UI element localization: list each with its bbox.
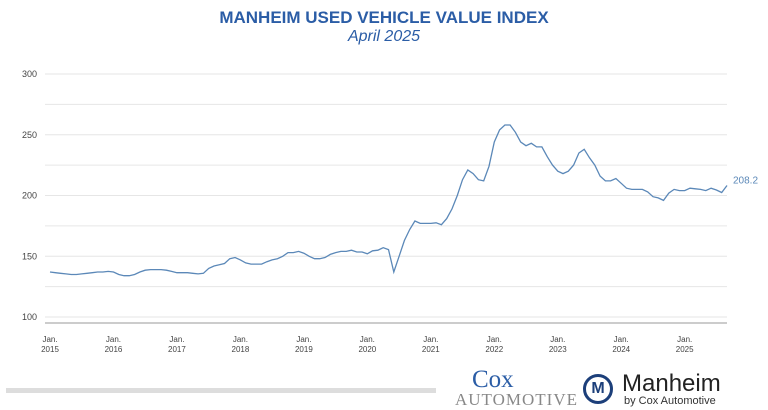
- footer-bar: [6, 388, 436, 393]
- automotive-logo-text: AUTOMOTIVE: [455, 390, 579, 409]
- manheim-byline: by Cox Automotive: [624, 395, 716, 407]
- x-tick-label: Jan.: [169, 335, 184, 344]
- index-line: [49, 124, 728, 277]
- x-tick-label: Jan.: [296, 335, 311, 344]
- manheim-logo: Manheim: [622, 370, 721, 397]
- x-tick-label: 2017: [168, 345, 186, 354]
- y-tick-label: 300: [22, 69, 37, 79]
- x-tick-label: 2024: [612, 345, 630, 354]
- x-tick-label: 2020: [358, 345, 376, 354]
- chart-title: MANHEIM USED VEHICLE VALUE INDEX: [219, 8, 549, 27]
- x-tick-label: Jan.: [550, 335, 565, 344]
- x-tick-label: 2022: [485, 345, 503, 354]
- x-tick-label: 2025: [676, 345, 694, 354]
- x-tick-label: 2023: [549, 345, 567, 354]
- chart-subtitle: April 2025: [347, 28, 421, 45]
- x-tick-label: Jan.: [42, 335, 57, 344]
- cox-logo: Cox: [472, 366, 514, 393]
- x-tick-label: Jan.: [677, 335, 692, 344]
- x-tick-label: Jan.: [423, 335, 438, 344]
- x-tick-label: 2016: [105, 345, 123, 354]
- y-tick-label: 250: [22, 130, 37, 140]
- x-tick-label: Jan.: [487, 335, 502, 344]
- x-tick-label: Jan.: [106, 335, 121, 344]
- line-chart: 100150200250300Jan.2015Jan.2016Jan.2017J…: [22, 69, 758, 354]
- x-tick-label: 2021: [422, 345, 440, 354]
- y-tick-label: 100: [22, 312, 37, 322]
- x-tick-label: 2015: [41, 345, 59, 354]
- y-tick-label: 150: [22, 251, 37, 261]
- y-tick-label: 200: [22, 191, 37, 201]
- x-tick-label: Jan.: [233, 335, 248, 344]
- x-tick-label: 2019: [295, 345, 313, 354]
- x-tick-label: Jan.: [360, 335, 375, 344]
- manheim-logo-icon: M: [583, 374, 613, 404]
- x-tick-label: Jan.: [614, 335, 629, 344]
- x-tick-label: 2018: [232, 345, 250, 354]
- last-value-label: 208.2: [733, 176, 758, 187]
